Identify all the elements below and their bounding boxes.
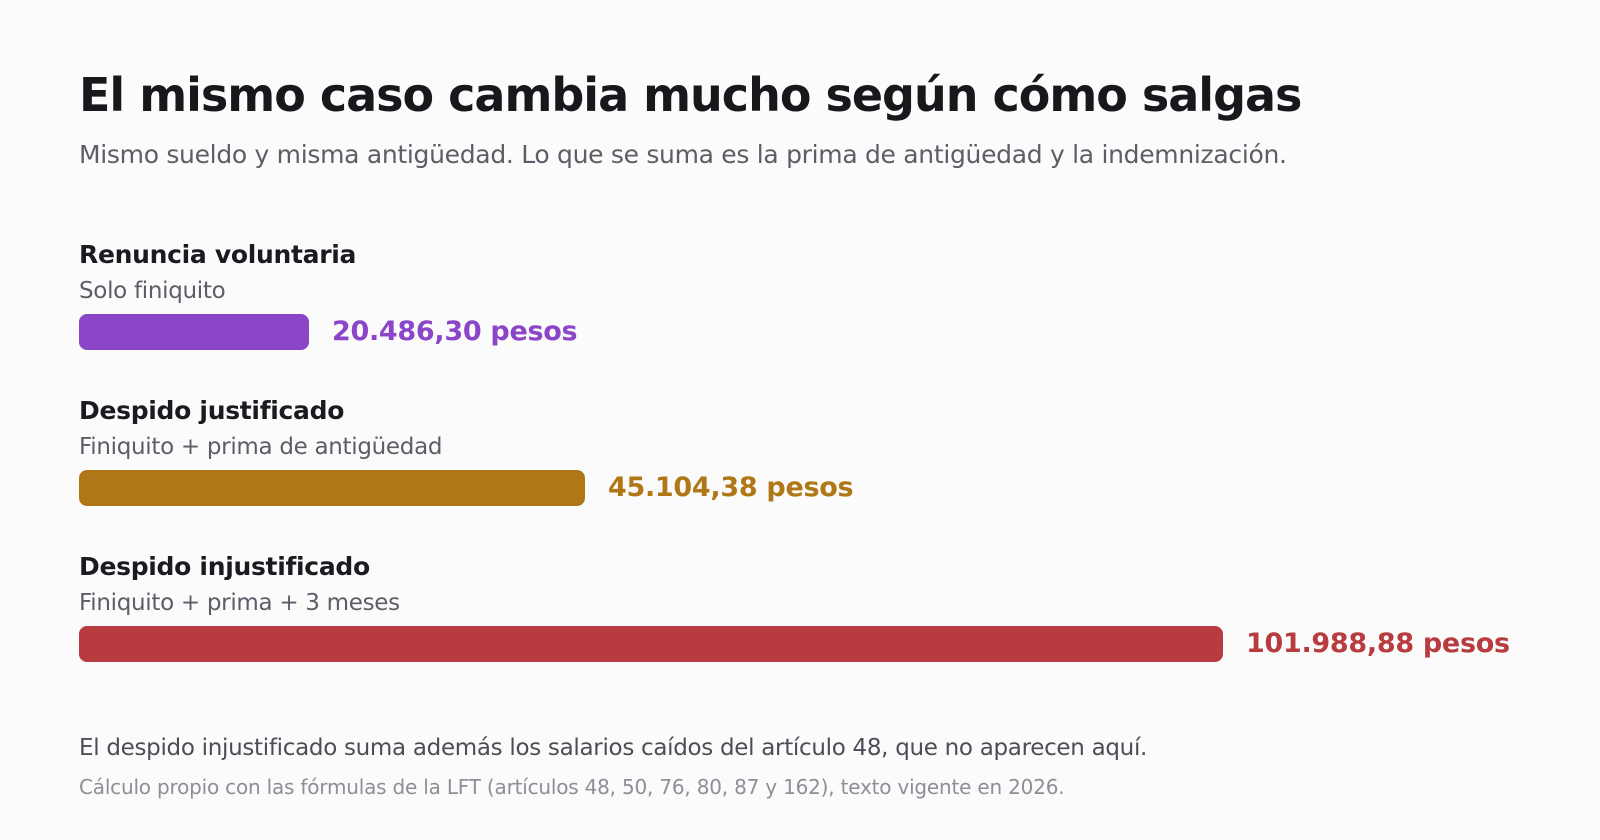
footnote: El despido injustificado suma además los… (79, 735, 1148, 761)
category-description: Solo finiquito (79, 278, 226, 304)
category-label: Despido injustificado (79, 552, 370, 581)
category-label: Despido justificado (79, 396, 345, 425)
chart-title: El mismo caso cambia mucho según cómo sa… (79, 68, 1302, 122)
bar-value-label: 45.104,38 pesos (608, 472, 854, 503)
bar (79, 626, 1223, 662)
category-description: Finiquito + prima de antigüedad (79, 434, 443, 460)
bar (79, 470, 585, 506)
category-label: Renuncia voluntaria (79, 240, 357, 269)
bar-row: Renuncia voluntaria Solo finiquito 20.48… (79, 240, 1559, 370)
category-description: Finiquito + prima + 3 meses (79, 590, 400, 616)
bar-value-label: 101.988,88 pesos (1246, 628, 1510, 659)
bar-row: Despido justificado Finiquito + prima de… (79, 396, 1559, 526)
bar-value-label: 20.486,30 pesos (332, 316, 578, 347)
chart-subtitle: Mismo sueldo y misma antigüedad. Lo que … (79, 140, 1287, 169)
source-note: Cálculo propio con las fórmulas de la LF… (79, 775, 1065, 799)
bar-row: Despido injustificado Finiquito + prima … (79, 552, 1559, 682)
bar (79, 314, 309, 350)
